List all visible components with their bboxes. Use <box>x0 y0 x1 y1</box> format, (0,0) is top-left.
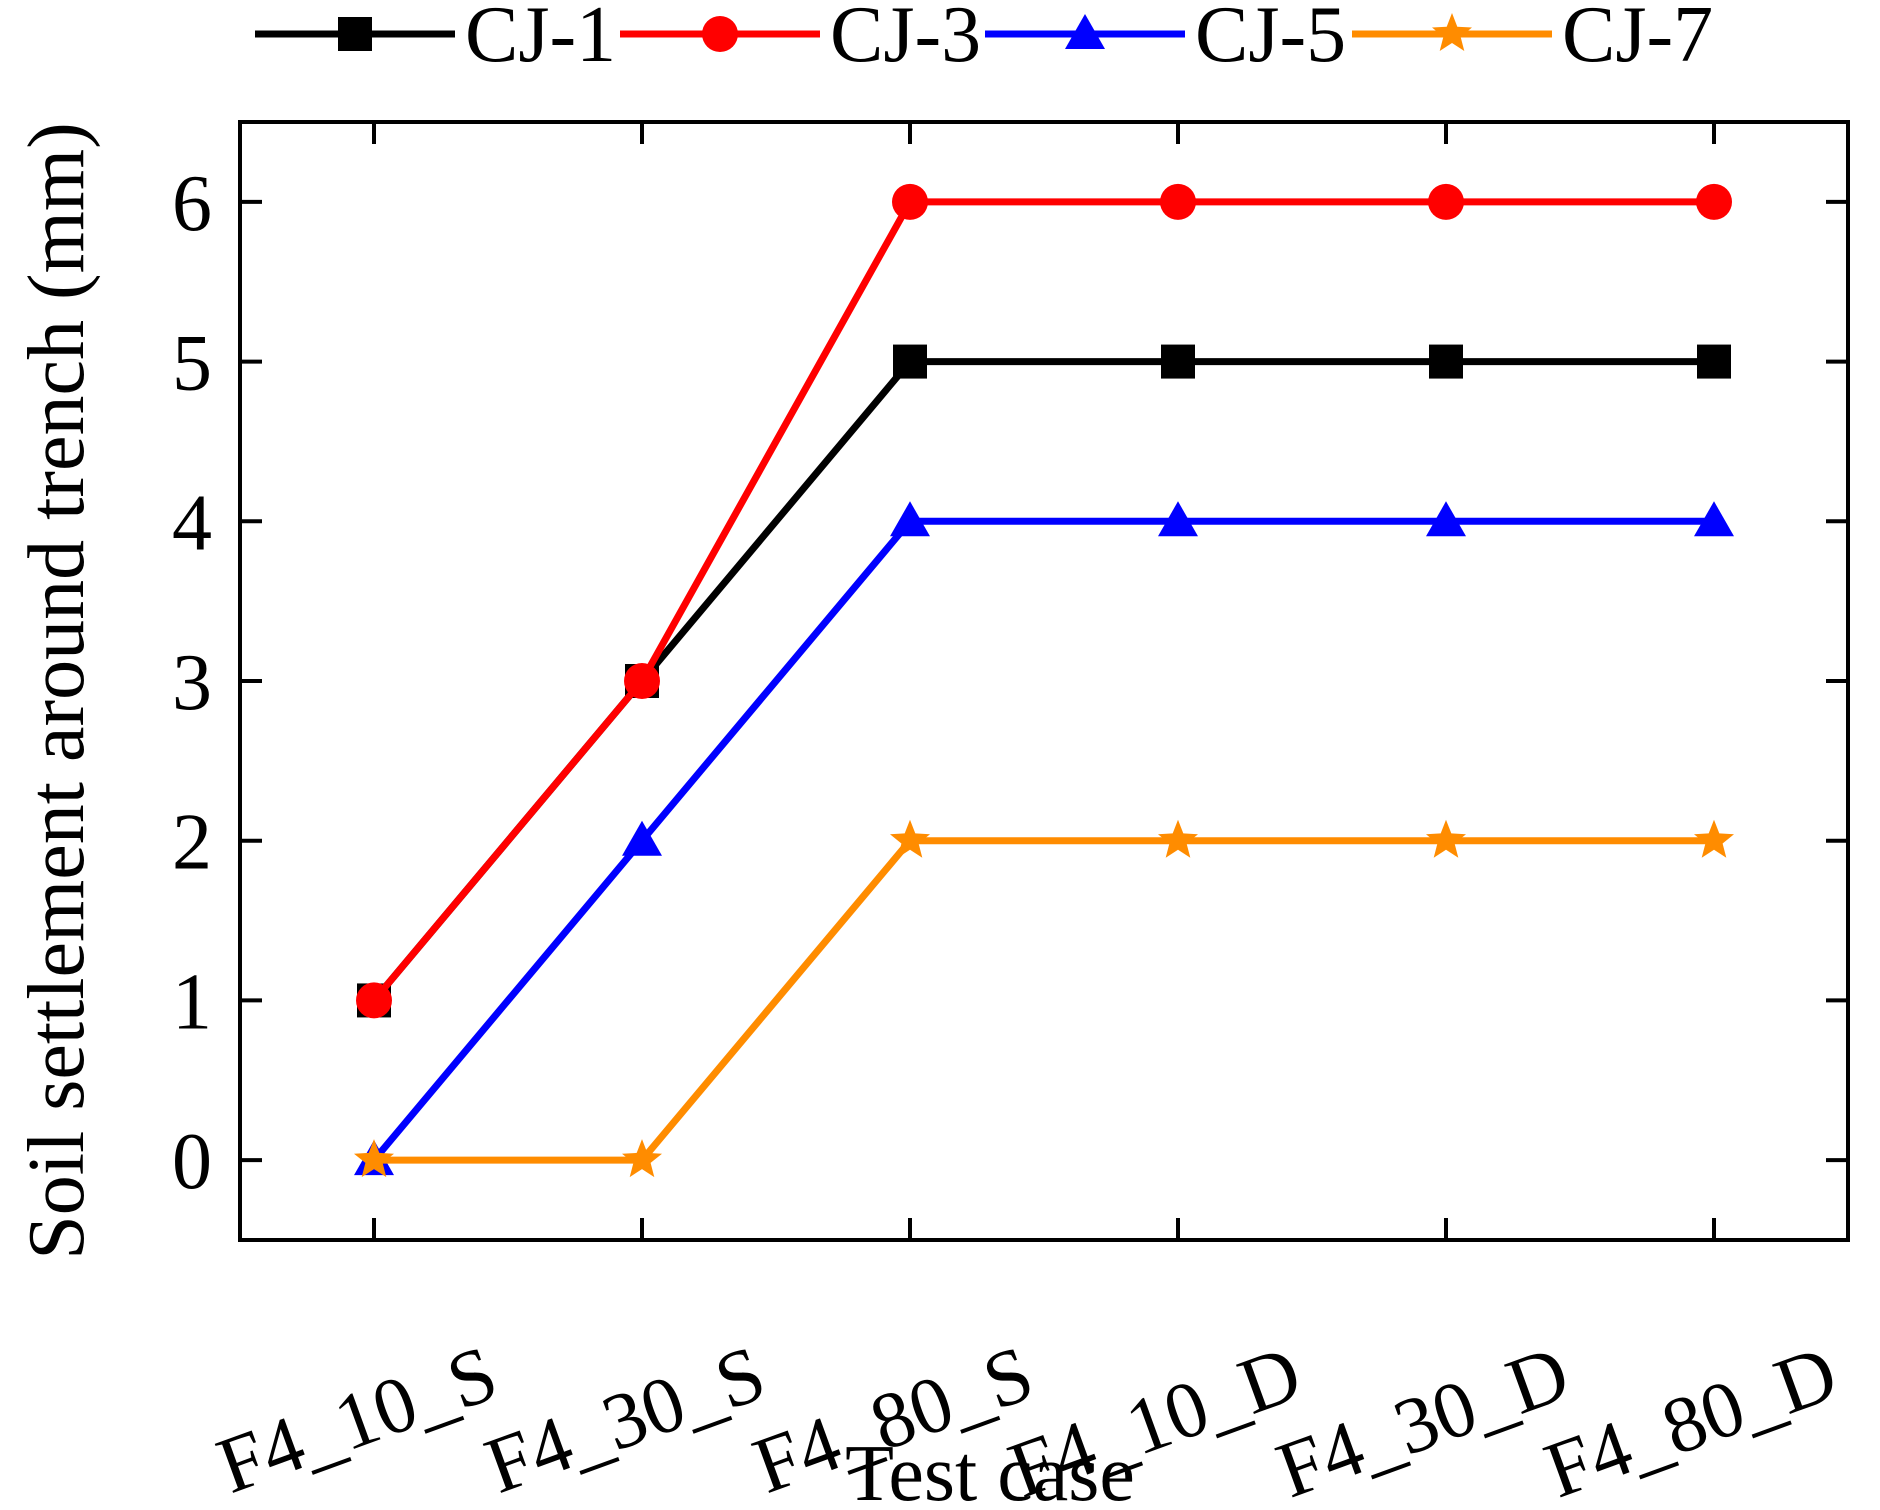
y-tick-label: 5 <box>172 320 212 408</box>
series-line <box>371 198 1714 1003</box>
data-point <box>890 819 930 858</box>
y-tick-label: 3 <box>172 639 212 727</box>
legend-marker <box>1065 14 1105 49</box>
data-point <box>354 1139 394 1178</box>
x-tick-label: F4_10_S <box>207 1329 509 1510</box>
legend-item-cj-3: CJ-3 <box>620 0 981 79</box>
data-point <box>1158 501 1198 537</box>
y-tick-label: 2 <box>172 799 212 887</box>
data-point <box>1161 344 1195 379</box>
legend-item-cj-1: CJ-1 <box>255 0 616 79</box>
legend-marker <box>702 16 738 52</box>
series-cj-5 <box>354 501 1734 1176</box>
data-point <box>890 501 930 537</box>
y-tick-label: 6 <box>172 160 212 248</box>
data-point <box>1694 501 1734 537</box>
legend-label: CJ-7 <box>1562 0 1713 79</box>
series-cj-3 <box>356 183 1732 1019</box>
data-point <box>1697 344 1731 379</box>
y-tick-label: 4 <box>172 479 212 567</box>
x-axis-title: Test case <box>845 1430 1135 1510</box>
data-point <box>1158 819 1198 858</box>
series-line <box>371 517 1714 1163</box>
series-layer <box>354 183 1734 1178</box>
legend-item-cj-5: CJ-5 <box>985 0 1346 79</box>
data-point <box>892 183 928 220</box>
legend: CJ-1 CJ-3 CJ-5 CJ-7 <box>255 0 1713 79</box>
data-point <box>1694 819 1734 858</box>
data-point <box>1426 819 1466 858</box>
y-tick-label: 1 <box>172 958 212 1046</box>
data-point <box>622 1139 662 1178</box>
plot-frame <box>238 120 1850 1242</box>
data-point <box>1429 344 1463 379</box>
legend-label: CJ-5 <box>1195 0 1346 79</box>
legend-marker <box>1432 13 1472 51</box>
x-tick-label: F4_80_D <box>1534 1329 1848 1510</box>
data-point <box>624 663 660 699</box>
series-cj-1 <box>357 344 1731 1018</box>
data-point <box>622 820 662 856</box>
y-axis-title: Soil settlement around trench (mm) <box>13 122 101 1260</box>
ticks-layer: 0123456F4_10_SF4_30_SF4_80_SF4_10_DF4_30… <box>172 122 1848 1510</box>
legend-marker <box>338 17 372 51</box>
data-point <box>1696 183 1732 220</box>
data-point <box>1160 183 1196 220</box>
series-line <box>374 837 1714 1164</box>
x-tick-label: F4_30_S <box>475 1329 777 1510</box>
legend-label: CJ-1 <box>465 0 616 79</box>
series-line <box>371 358 1714 1003</box>
x-tick-label: F4_30_D <box>1266 1329 1580 1510</box>
data-point <box>356 982 392 1019</box>
y-tick-label: 0 <box>172 1118 212 1206</box>
legend-item-cj-7: CJ-7 <box>1352 0 1713 79</box>
data-point <box>1426 501 1466 537</box>
legend-label: CJ-3 <box>830 0 981 79</box>
data-point <box>893 344 927 379</box>
series-cj-7 <box>354 819 1734 1178</box>
data-point <box>1428 183 1464 220</box>
